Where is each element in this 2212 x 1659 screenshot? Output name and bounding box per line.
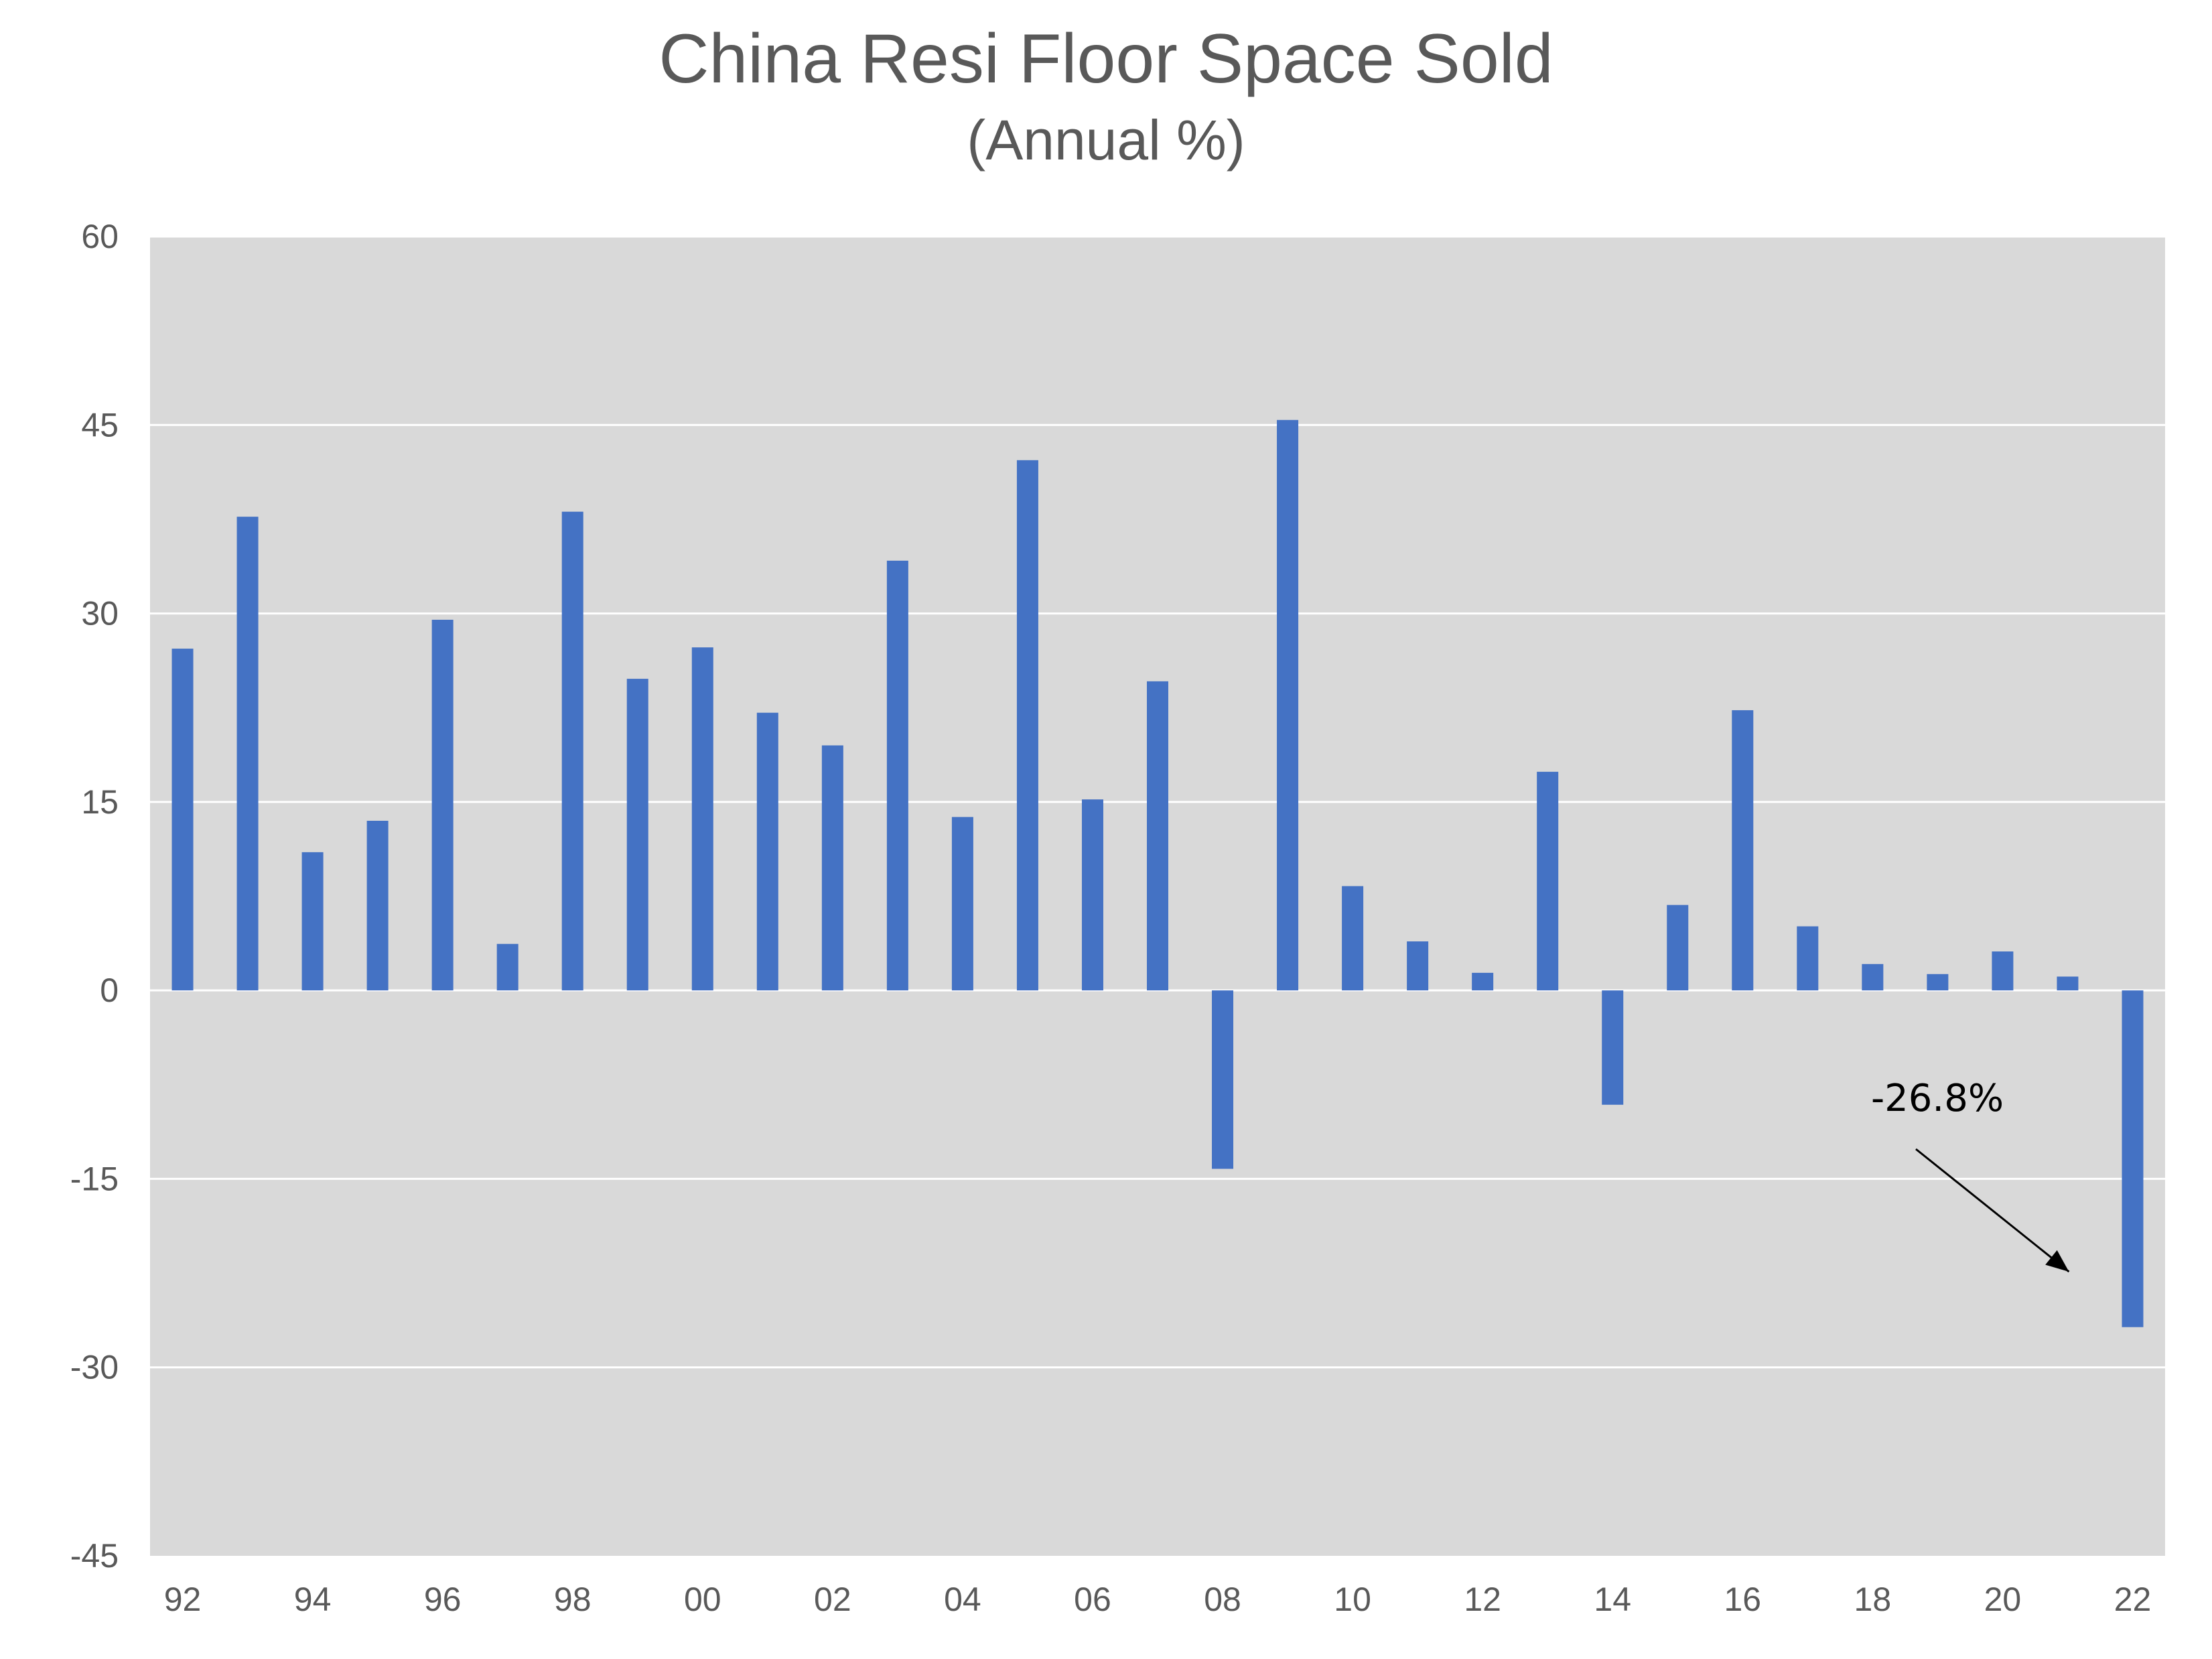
annotation-label: -26.8% (1871, 1077, 2004, 1120)
bar-19 (1927, 974, 1949, 991)
annotation-arrow-line (1915, 1148, 2070, 1273)
bar-13 (1537, 771, 1559, 991)
arrowhead-icon (2045, 1250, 2069, 1272)
bar-03 (886, 560, 908, 991)
bar-series (171, 419, 2144, 1327)
y-axis: 60 45 30 15 0 -15 -30 -45 (70, 218, 119, 1575)
bar-18 (1862, 964, 1884, 991)
bar-05 (1016, 460, 1038, 991)
x-tick-label: 08 (1204, 1581, 1241, 1618)
x-tick-label: 22 (2114, 1581, 2152, 1618)
bar-12 (1472, 972, 1494, 991)
bar-92 (171, 649, 194, 991)
x-tick-label: 02 (814, 1581, 851, 1618)
bar-96 (431, 619, 454, 991)
x-tick-label: 14 (1594, 1581, 1631, 1618)
annotation-group: -26.8% (1871, 1077, 2070, 1273)
y-tick-label: -15 (70, 1160, 119, 1197)
gridlines (150, 235, 2165, 1369)
bar-09 (1277, 419, 1299, 991)
x-tick-label: 16 (1724, 1581, 1761, 1618)
bar-21 (2057, 976, 2079, 991)
bar-01 (756, 712, 778, 991)
x-tick-label: 98 (554, 1581, 592, 1618)
bar-20 (1992, 951, 2014, 991)
bar-99 (626, 679, 648, 991)
bar-15 (1667, 905, 1689, 991)
bar-11 (1407, 941, 1429, 991)
bar-98 (561, 511, 583, 991)
chart-subtitle: (Annual %) (967, 109, 1245, 172)
y-tick-label: 30 (81, 595, 119, 633)
bar-22 (2122, 990, 2144, 1327)
bar-07 (1147, 681, 1168, 991)
bar-97 (496, 943, 519, 991)
y-tick-label: -30 (70, 1349, 119, 1386)
x-tick-label: 18 (1854, 1581, 1892, 1618)
y-tick-label: 45 (81, 406, 119, 444)
x-tick-label: 06 (1074, 1581, 1111, 1618)
bar-08 (1212, 990, 1234, 1169)
bar-00 (691, 647, 713, 991)
bar-16 (1732, 710, 1754, 991)
x-tick-label: 12 (1464, 1581, 1501, 1618)
y-tick-label: 0 (100, 972, 119, 1009)
x-tick-label: 00 (684, 1581, 721, 1618)
x-tick-label: 04 (944, 1581, 981, 1618)
x-tick-label: 20 (1984, 1581, 2022, 1618)
y-tick-label: -45 (70, 1537, 119, 1575)
bar-04 (951, 817, 973, 991)
x-tick-label: 96 (424, 1581, 462, 1618)
bar-06 (1081, 799, 1103, 991)
x-tick-label: 10 (1334, 1581, 1371, 1618)
bar-17 (1797, 926, 1819, 991)
bar-93 (236, 517, 259, 991)
bar-02 (821, 745, 843, 991)
y-tick-label: 15 (81, 783, 119, 821)
bar-95 (366, 820, 389, 991)
bar-10 (1342, 886, 1364, 991)
chart-title: China Resi Floor Space Sold (659, 20, 1553, 98)
y-tick-label: 60 (81, 218, 119, 255)
x-tick-label: 92 (164, 1581, 202, 1618)
x-tick-label: 94 (294, 1581, 332, 1618)
bar-94 (301, 852, 324, 991)
bar-14 (1602, 990, 1624, 1105)
x-axis: 92 94 96 98 00 02 04 06 08 10 12 14 16 18 20 22 (164, 1581, 2152, 1618)
